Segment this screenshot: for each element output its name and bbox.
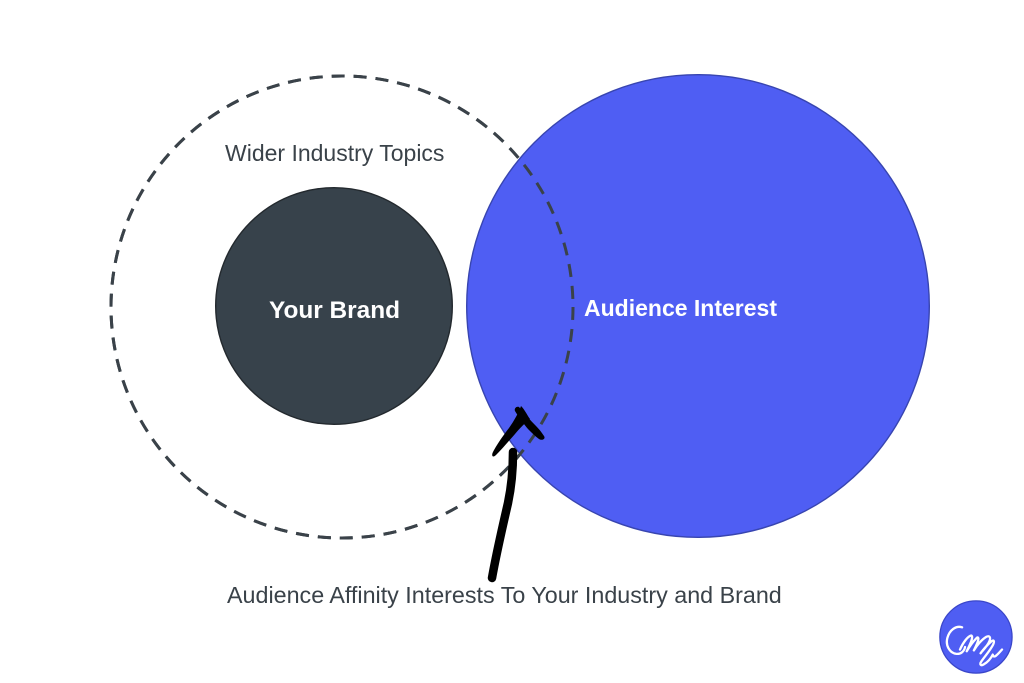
svg-text:Audience Affinity Interests To: Audience Affinity Interests To Your Indu… (227, 582, 782, 608)
svg-text:Wider Industry Topics: Wider Industry Topics (225, 140, 444, 166)
svg-text:Audience Interest: Audience Interest (584, 295, 777, 321)
svg-text:Your Brand: Your Brand (269, 297, 400, 324)
